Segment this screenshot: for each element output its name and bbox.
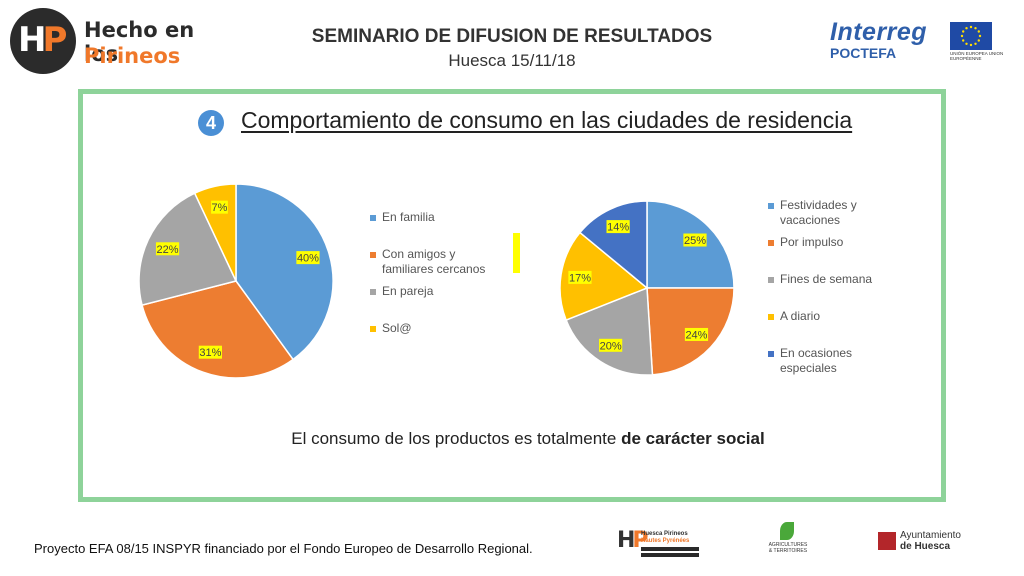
section-title: Comportamiento de consumo en las ciudade… bbox=[241, 107, 853, 133]
legend-swatch-2 bbox=[370, 289, 376, 295]
legend-swatch-0 bbox=[768, 203, 774, 209]
data-label-bg-0 bbox=[683, 233, 707, 247]
legend-item-2: En pareja bbox=[370, 284, 490, 299]
section-number-badge: 4 bbox=[198, 110, 224, 136]
data-label-bg-1 bbox=[198, 345, 222, 359]
logo-emblem bbox=[10, 8, 76, 74]
pie-slice-1 bbox=[141, 280, 295, 379]
legend-swatch-3 bbox=[370, 326, 376, 332]
data-label-bg-2 bbox=[155, 242, 180, 256]
legend-label-2: En pareja bbox=[382, 284, 434, 298]
huesca-logo-line2: Hautes Pyrénées bbox=[641, 538, 690, 544]
pie-chart-consumption-frequency: 25% 24% 20% 17% 14% bbox=[559, 200, 735, 376]
legend-item-0: Festividades y vacaciones bbox=[768, 198, 888, 228]
ayuntamiento-huesca-logo: Ayuntamiento de Huesca bbox=[878, 528, 978, 556]
huesca-logo-line1: Huesca Pirineos bbox=[641, 531, 688, 537]
legend-swatch-1 bbox=[768, 240, 774, 246]
interreg-poctefa-logo: Interreg POCTEFA bbox=[830, 18, 945, 64]
legend-consumption-frequency: Festividades y vacaciones Por impulso Fine… bbox=[768, 198, 898, 383]
legend-label-3: Sol@ bbox=[382, 321, 412, 335]
legend-label-0: En familia bbox=[382, 210, 435, 224]
hecho-en-los-pirineos-logo: HP Hecho en los Pirineos bbox=[10, 8, 210, 74]
legend-label-0: Festividades y vacaciones bbox=[780, 198, 857, 227]
legend-label-3: A diario bbox=[780, 309, 821, 323]
logo-hp-mark: HP bbox=[18, 20, 67, 60]
leaf-icon bbox=[780, 522, 794, 540]
poctefa-text: POCTEFA bbox=[830, 45, 897, 61]
pie-slice-3 bbox=[559, 231, 649, 322]
data-label-3: 7% bbox=[212, 202, 228, 214]
huesca-logo-strip2 bbox=[641, 553, 699, 557]
conclusion-bold: de carácter social bbox=[621, 429, 765, 448]
conclusion-text: El consumo de los productos es totalment… bbox=[0, 429, 1024, 449]
footer-funding-note: Proyecto EFA 08/15 INSPYR financiado por… bbox=[34, 541, 533, 556]
page-title: SEMINARIO DE DIFUSION DE RESULTADOS bbox=[311, 26, 713, 47]
agricultures-territoires-logo: AGRICULTURES & TERRITOIRES bbox=[768, 522, 808, 568]
logo-text-line1: Hecho en los bbox=[84, 18, 195, 66]
legend-item-1: Por impulso bbox=[768, 235, 888, 250]
legend-item-2: Fines de semana bbox=[768, 272, 888, 287]
huesca-text: de Huesca bbox=[900, 541, 951, 552]
pie-slice-4 bbox=[578, 200, 648, 290]
legend-item-0: En familia bbox=[370, 210, 490, 225]
page-subtitle: Huesca 15/11/18 bbox=[448, 51, 576, 70]
data-label-3: 17% bbox=[569, 272, 591, 284]
huesca-pirineos-logo: HP Huesca Pirineos Hautes Pyrénées bbox=[617, 528, 701, 564]
data-label-1: 24% bbox=[685, 329, 707, 341]
legend-item-3: Sol@ bbox=[370, 321, 490, 336]
data-label-bg-4 bbox=[606, 220, 630, 234]
legend-item-4: En ocasiones especiales bbox=[768, 346, 888, 376]
pie-slice-0 bbox=[235, 183, 334, 361]
data-label-2: 20% bbox=[600, 340, 622, 352]
data-label-1: 31% bbox=[199, 347, 221, 359]
data-label-bg-1 bbox=[684, 327, 709, 341]
legend-swatch-4 bbox=[768, 351, 774, 357]
data-label-2: 22% bbox=[157, 244, 179, 256]
data-label-bg-0 bbox=[296, 251, 320, 265]
content-frame bbox=[78, 89, 946, 502]
pie-slice-2 bbox=[138, 192, 238, 307]
conclusion-regular: El consumo de los productos es totalment… bbox=[291, 429, 622, 448]
pie-chart-consumption-company: 40% 31% 22% 7% bbox=[138, 183, 334, 379]
legend-swatch-0 bbox=[370, 215, 376, 221]
eu-flag-icon bbox=[950, 22, 992, 50]
data-label-bg-3 bbox=[211, 200, 228, 214]
city-shield-icon bbox=[878, 532, 896, 550]
data-label-0: 40% bbox=[297, 253, 319, 265]
huesca-hp-mark: HP bbox=[617, 528, 649, 553]
huesca-logo-strip bbox=[641, 547, 699, 551]
data-label-0: 25% bbox=[684, 235, 706, 247]
logo-text-line2: Pirineos bbox=[84, 44, 181, 68]
legend-item-3: A diario bbox=[768, 309, 888, 324]
eu-caption: UNIÓN EUROPEA UNION EUROPÉENNE bbox=[950, 51, 1004, 61]
legend-swatch-2 bbox=[768, 277, 774, 283]
highlight-bar bbox=[513, 233, 520, 273]
legend-label-2: Fines de semana bbox=[780, 272, 873, 286]
legend-label-4: En ocasiones especiales bbox=[780, 346, 853, 375]
data-label-bg-2 bbox=[599, 338, 623, 352]
legend-consumption-company: En familia Con amigos y familiares cercan… bbox=[370, 210, 500, 340]
pie-slice-2 bbox=[565, 286, 654, 376]
legend-label-1: Con amigos y familiares cercanos bbox=[382, 247, 486, 276]
ayuntamiento-text: Ayuntamiento bbox=[900, 530, 961, 541]
interreg-text: Interreg bbox=[830, 18, 928, 46]
legend-swatch-1 bbox=[370, 252, 376, 258]
legend-item-1: Con amigos y familiares cercanos bbox=[370, 247, 490, 277]
data-label-4: 14% bbox=[607, 222, 629, 234]
legend-swatch-3 bbox=[768, 314, 774, 320]
legend-label-1: Por impulso bbox=[780, 235, 844, 249]
agricultures-logo-text: AGRICULTURES & TERRITOIRES bbox=[768, 542, 808, 554]
data-label-bg-3 bbox=[568, 270, 592, 284]
